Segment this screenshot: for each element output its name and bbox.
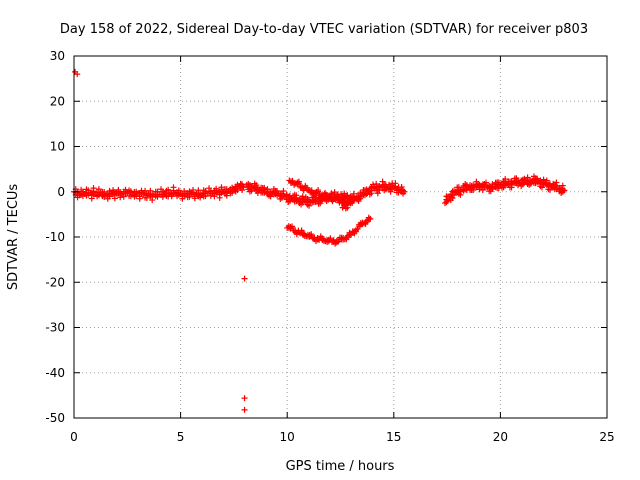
data-point	[299, 193, 306, 200]
data-point	[317, 200, 324, 207]
x-tick-label: 20	[493, 430, 508, 444]
data-point	[308, 231, 315, 238]
data-point	[508, 184, 515, 191]
data-point	[264, 186, 271, 193]
x-tick-label: 25	[599, 430, 614, 444]
data-point	[444, 198, 451, 205]
data-point	[559, 182, 566, 189]
data-point	[218, 184, 225, 191]
y-axis-label: SDTVAR / TECUs	[6, 184, 21, 291]
y-tick-label: -30	[45, 321, 65, 335]
data-point	[95, 186, 102, 193]
data-point	[181, 193, 188, 200]
data-point	[344, 204, 351, 211]
data-point	[223, 192, 230, 199]
data-point	[90, 185, 97, 192]
data-point	[197, 194, 204, 201]
data-points	[71, 68, 568, 413]
outlier-point	[241, 275, 248, 282]
y-tick-label: 10	[50, 140, 65, 154]
data-point	[476, 186, 483, 193]
data-point	[457, 191, 464, 198]
data-point	[373, 180, 380, 187]
y-tick-label: -20	[45, 275, 65, 289]
data-point	[502, 176, 509, 183]
data-point	[149, 197, 156, 204]
data-point	[374, 190, 381, 197]
data-point	[295, 178, 302, 185]
y-tick-label: 30	[50, 49, 65, 63]
data-point	[136, 195, 143, 202]
data-point	[338, 191, 345, 198]
data-point	[401, 188, 408, 195]
data-point	[298, 227, 305, 234]
data-point	[350, 190, 357, 197]
data-point	[143, 194, 150, 201]
y-tick-label: -50	[45, 411, 65, 425]
data-point	[368, 190, 375, 197]
x-tick-label: 15	[386, 430, 401, 444]
data-point	[334, 192, 341, 199]
data-point	[191, 195, 198, 202]
data-point	[553, 179, 560, 186]
data-point	[111, 195, 118, 202]
outlier-point	[74, 71, 81, 78]
data-point	[186, 193, 193, 200]
data-point	[211, 193, 218, 200]
data-point	[327, 193, 334, 200]
x-tick-label: 10	[280, 430, 295, 444]
x-tick-label: 5	[177, 430, 185, 444]
x-axis-label: GPS time / hours	[286, 459, 395, 474]
data-point	[387, 188, 394, 195]
data-point	[106, 193, 113, 200]
data-point	[147, 187, 154, 194]
data-point	[229, 189, 236, 196]
data-point	[367, 215, 374, 222]
data-point	[195, 187, 202, 194]
chart-title: Day 158 of 2022, Sidereal Day-to-day VTE…	[60, 22, 588, 37]
data-point	[267, 193, 274, 200]
outlier-point	[241, 406, 248, 413]
y-tick-label: 0	[57, 185, 65, 199]
y-tick-label: -10	[45, 230, 65, 244]
data-point	[216, 194, 223, 201]
data-point	[253, 182, 260, 189]
y-axis: -50 -40 -30 -20 -10 0 10 20 30	[45, 49, 607, 425]
data-point	[561, 187, 568, 194]
data-point	[288, 223, 295, 230]
data-point	[165, 186, 172, 193]
y-tick-label: 20	[50, 94, 65, 108]
data-point	[293, 192, 300, 199]
x-tick-label: 0	[70, 430, 78, 444]
outlier-point	[241, 395, 248, 402]
data-point	[306, 202, 313, 209]
data-point	[120, 193, 127, 200]
data-point	[451, 192, 458, 199]
y-tick-label: -40	[45, 366, 65, 380]
data-point	[546, 186, 553, 193]
data-point	[170, 184, 177, 191]
x-axis: 0 5 10 15 20 25	[70, 56, 615, 444]
data-point	[344, 192, 351, 199]
data-point	[357, 195, 364, 202]
data-point	[327, 235, 334, 242]
data-point	[470, 186, 477, 193]
data-point	[88, 195, 95, 202]
data-point	[315, 187, 322, 194]
